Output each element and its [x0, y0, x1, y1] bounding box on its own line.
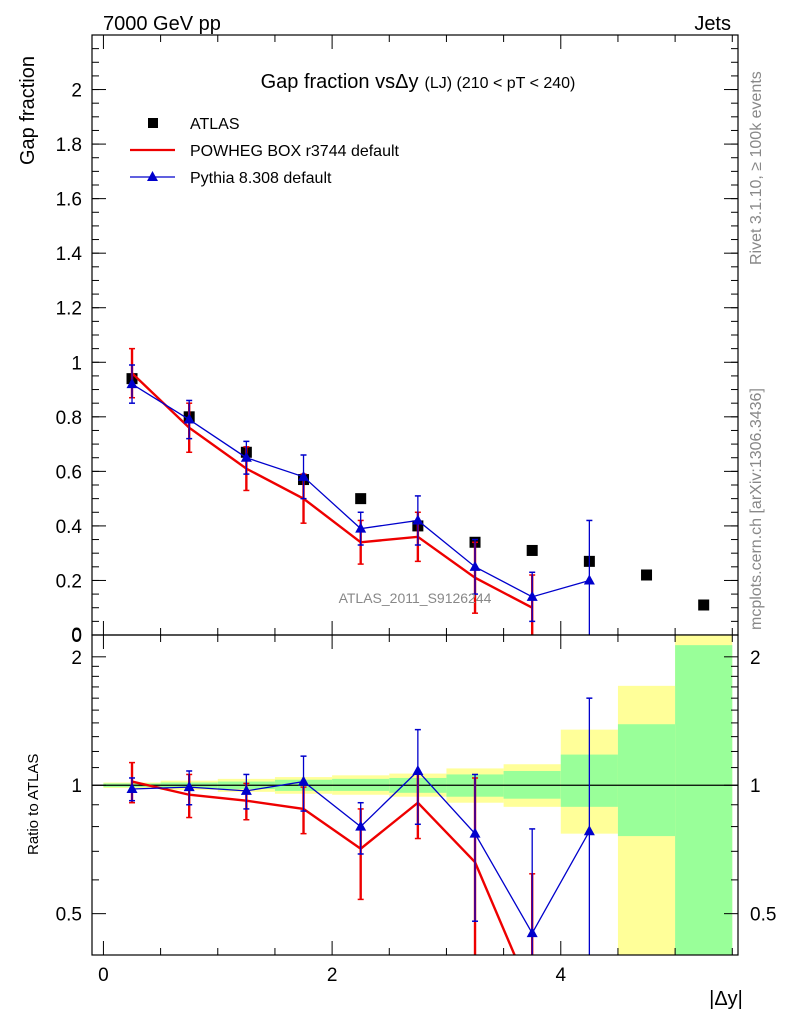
main-y-tick-label: 0 [71, 626, 82, 647]
pythia-data-point [298, 470, 310, 481]
header-left: 7000 GeV pp [103, 13, 221, 35]
ratio-y-tick-label-right: 1 [750, 776, 761, 797]
pythia-ratio-point [355, 820, 367, 831]
main-y-tick-label: 1.8 [56, 135, 82, 156]
atlas-data-point [526, 544, 538, 556]
main-y-tick-label: 1.2 [56, 299, 82, 320]
main-y-tick-label: 0.2 [56, 571, 82, 592]
pythia-ratio-point [183, 781, 195, 792]
pythia-ratio-point [583, 825, 595, 836]
ratio-y-tick-label-left: 0.5 [56, 905, 82, 926]
pythia-data-point [126, 378, 138, 389]
atlas-data-point [698, 599, 710, 611]
main-y-tick-label: 2 [71, 81, 82, 102]
ratio-plot-area [92, 635, 738, 955]
ratio-y-axis-label: Ratio to ATLAS [25, 754, 42, 855]
legend: ATLAS POWHEG BOX r3744 default Pythia 8.… [130, 116, 400, 187]
legend-atlas-marker [148, 118, 158, 128]
powheg-line [131, 372, 533, 609]
pythia-ratio-point [526, 927, 538, 938]
pythia-data-point [526, 590, 538, 601]
ratio-panel: 0.5 0.5 1 1 2 2 0 2 4 [56, 634, 776, 986]
pythia-ratio-point [126, 782, 138, 793]
main-y-tick-label: 1 [71, 353, 82, 374]
ratio-green-band [617, 724, 676, 837]
main-y-tick-label: 0.6 [56, 462, 82, 483]
legend-pythia-label: Pythia 8.308 default [190, 170, 332, 187]
x-axis-label: |Δy| [709, 988, 743, 1010]
ratio-y-tick-label-left: 2 [71, 648, 82, 669]
ratio-y-tick-label-right: 2 [750, 648, 761, 669]
x-tick-label: 2 [327, 965, 338, 986]
pythia-data-point [469, 560, 481, 571]
pythia-ratio-point [240, 784, 252, 795]
pythia-data-point [412, 514, 424, 525]
mcplots-note: mcplots.cern.ch [arXiv:1306.3436] [748, 388, 765, 630]
main-y-tick-label: 0.8 [56, 408, 82, 429]
pythia-data-point [183, 413, 195, 424]
header-right: Jets [694, 13, 731, 35]
title-main: Gap fraction vs [261, 71, 396, 93]
rivet-note: Rivet 3.1.10, ≥ 100k events [748, 71, 765, 265]
title-sub: (LJ) (210 < pT < 240) [424, 75, 575, 92]
atlas-data-point [641, 569, 653, 581]
title-delta: Δy [395, 71, 418, 93]
powheg-ratio-line [131, 780, 516, 955]
ratio-green-band [675, 645, 733, 955]
pythia-data-point [583, 574, 595, 585]
ratio-y-tick-label-right: 0.5 [750, 905, 776, 926]
ratio-frame [91, 634, 739, 956]
main-y-tick-label: 0.4 [56, 517, 83, 538]
pythia-data-point [240, 451, 252, 462]
pythia-ratio-point [298, 775, 310, 786]
main-chart-title: Gap fraction vsΔy (LJ) (210 < pT < 240) [261, 71, 576, 93]
ratio-y-tick-label-left: 1 [71, 776, 82, 797]
pythia-data-point [355, 522, 367, 533]
main-plot-area [126, 347, 710, 635]
legend-powheg-label: POWHEG BOX r3744 default [190, 143, 400, 160]
main-y-tick-label: 1.4 [56, 244, 83, 265]
main-y-zero-label: 0 [71, 625, 82, 646]
pythia-line [131, 383, 590, 598]
analysis-watermark: ATLAS_2011_S9126244 [339, 590, 492, 606]
main-y-axis-label: Gap fraction [17, 56, 39, 165]
legend-pythia-marker [147, 171, 158, 181]
legend-atlas-label: ATLAS [190, 116, 240, 133]
pythia-ratio-point [412, 764, 424, 775]
x-tick-label: 4 [555, 965, 566, 986]
x-tick-label: 0 [98, 965, 109, 986]
atlas-data-point [355, 493, 367, 505]
main-y-tick-label: 1.6 [56, 190, 82, 211]
pythia-ratio-point [469, 827, 481, 838]
